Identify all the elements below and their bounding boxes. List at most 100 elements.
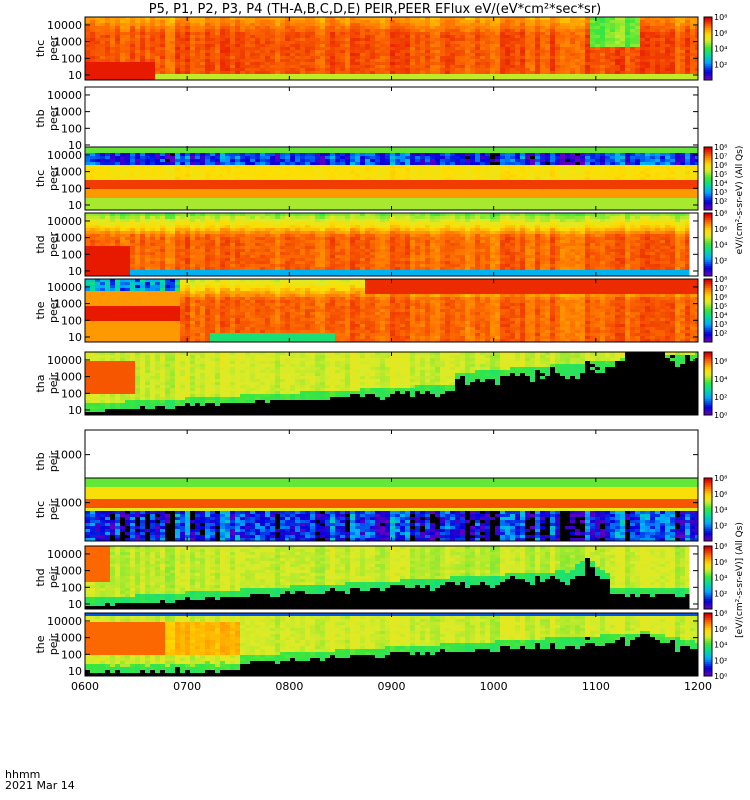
heatmap-cell bbox=[285, 56, 290, 59]
heatmap-cell bbox=[565, 171, 570, 174]
heatmap-cell bbox=[435, 156, 440, 159]
heatmap-cell bbox=[90, 53, 95, 56]
heatmap-cell bbox=[445, 41, 450, 44]
heatmap-cell bbox=[625, 56, 630, 59]
heatmap-cell bbox=[240, 150, 245, 153]
heatmap-cell bbox=[595, 147, 600, 150]
heatmap-cell bbox=[340, 153, 345, 156]
heatmap-cell bbox=[580, 150, 585, 153]
heatmap-cell bbox=[625, 20, 630, 23]
heatmap-cell bbox=[390, 71, 395, 74]
heatmap-cell bbox=[605, 192, 610, 195]
heatmap-cell bbox=[120, 183, 125, 186]
heatmap-cell bbox=[295, 29, 300, 32]
heatmap-cell bbox=[85, 68, 90, 71]
heatmap-cell bbox=[280, 192, 285, 195]
heatmap-cell bbox=[490, 198, 495, 201]
heatmap-cell bbox=[620, 198, 625, 201]
heatmap-cell bbox=[500, 50, 505, 53]
heatmap-cell bbox=[205, 195, 210, 198]
heatmap-cell bbox=[395, 186, 400, 189]
heatmap-cell bbox=[590, 59, 595, 62]
heatmap-cell bbox=[575, 77, 580, 80]
heatmap-cell bbox=[260, 56, 265, 59]
heatmap-cell bbox=[555, 41, 560, 44]
heatmap-cell bbox=[325, 186, 330, 189]
heatmap-cell bbox=[345, 68, 350, 71]
heatmap-cell bbox=[155, 41, 160, 44]
heatmap-cell bbox=[300, 41, 305, 44]
heatmap-cell bbox=[120, 189, 125, 192]
heatmap-cell bbox=[550, 168, 555, 171]
heatmap-cell bbox=[595, 38, 600, 41]
heatmap-cell bbox=[670, 50, 675, 53]
heatmap-cell bbox=[680, 20, 685, 23]
heatmap-cell bbox=[220, 162, 225, 165]
heatmap-cell bbox=[235, 26, 240, 29]
heatmap-cell bbox=[630, 44, 635, 47]
heatmap-cell bbox=[610, 20, 615, 23]
heatmap-cell bbox=[465, 189, 470, 192]
heatmap-cell bbox=[155, 62, 160, 65]
heatmap-cell bbox=[435, 198, 440, 201]
heatmap-cell bbox=[385, 53, 390, 56]
heatmap-cell bbox=[695, 41, 698, 44]
heatmap-cell bbox=[235, 65, 240, 68]
heatmap-cell bbox=[285, 47, 290, 50]
heatmap-cell bbox=[255, 44, 260, 47]
heatmap-cell bbox=[360, 44, 365, 47]
heatmap-cell bbox=[275, 153, 280, 156]
heatmap-cell bbox=[515, 32, 520, 35]
heatmap-cell bbox=[195, 20, 200, 23]
heatmap-cell bbox=[580, 159, 585, 162]
heatmap-cell bbox=[200, 147, 205, 150]
heatmap-cell bbox=[340, 35, 345, 38]
heatmap-cell bbox=[260, 26, 265, 29]
heatmap-cell bbox=[630, 41, 635, 44]
heatmap-cell bbox=[345, 41, 350, 44]
heatmap-cell bbox=[620, 150, 625, 153]
heatmap-cell bbox=[295, 47, 300, 50]
heatmap-cell bbox=[605, 47, 610, 50]
heatmap-cell bbox=[345, 32, 350, 35]
heatmap-cell bbox=[685, 35, 690, 38]
heatmap-cell bbox=[95, 59, 100, 62]
heatmap-cell bbox=[390, 59, 395, 62]
heatmap-cell bbox=[530, 74, 535, 77]
heatmap-cell bbox=[445, 186, 450, 189]
heatmap-cell bbox=[330, 20, 335, 23]
heatmap-cell bbox=[590, 74, 595, 77]
heatmap-cell bbox=[450, 38, 455, 41]
heatmap-cell bbox=[190, 207, 195, 210]
heatmap-cell bbox=[325, 56, 330, 59]
chart-title: P5, P1, P2, P3, P4 (TH-A,B,C,D,E) PEIR,P… bbox=[0, 2, 750, 17]
heatmap-cell bbox=[615, 56, 620, 59]
heatmap-cell bbox=[260, 41, 265, 44]
heatmap-cell bbox=[240, 26, 245, 29]
heatmap-cell bbox=[355, 71, 360, 74]
heatmap-cell bbox=[300, 150, 305, 153]
heatmap-cell bbox=[350, 195, 355, 198]
heatmap-cell bbox=[140, 192, 145, 195]
heatmap-cell bbox=[210, 192, 215, 195]
heatmap-cell bbox=[135, 38, 140, 41]
heatmap-cell bbox=[555, 17, 560, 20]
heatmap-cell bbox=[450, 62, 455, 65]
heatmap-cell bbox=[525, 65, 530, 68]
heatmap-cell bbox=[630, 147, 635, 150]
heatmap-cell bbox=[455, 38, 460, 41]
heatmap-cell bbox=[200, 198, 205, 201]
heatmap-cell bbox=[200, 56, 205, 59]
heatmap-cell bbox=[415, 192, 420, 195]
heatmap-cell bbox=[280, 189, 285, 192]
heatmap-cell bbox=[455, 189, 460, 192]
heatmap-cell bbox=[445, 29, 450, 32]
heatmap-cell bbox=[550, 44, 555, 47]
heatmap-cell bbox=[535, 44, 540, 47]
heatmap-cell bbox=[520, 180, 525, 183]
heatmap-cell bbox=[645, 74, 650, 77]
heatmap-cell bbox=[100, 192, 105, 195]
heatmap-cell bbox=[670, 41, 675, 44]
heatmap-cell bbox=[210, 189, 215, 192]
